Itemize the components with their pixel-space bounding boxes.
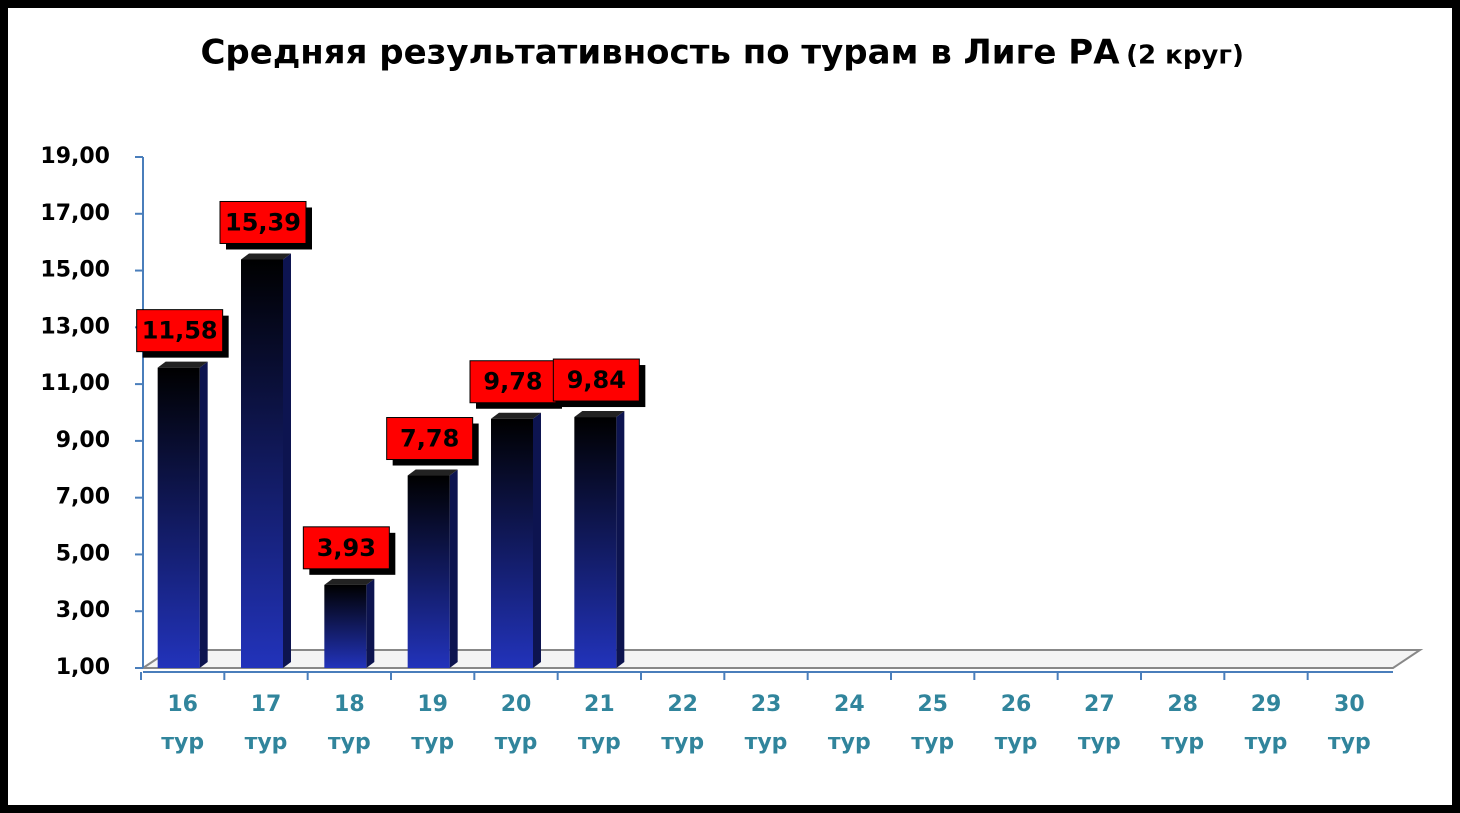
- bar-side: [533, 412, 541, 668]
- bar-top: [407, 469, 458, 476]
- bar-top: [491, 412, 541, 419]
- x-tick-label: 26 тур: [994, 692, 1038, 755]
- data-label: 9,84: [567, 366, 626, 394]
- y-tick-label: 19,00: [40, 144, 110, 169]
- x-tick-label: 16 тур: [161, 692, 205, 755]
- y-tick-label: 13,00: [40, 314, 110, 339]
- y-tick-label: 11,00: [40, 371, 110, 396]
- data-label: 9,78: [483, 368, 542, 396]
- bar-top: [241, 253, 291, 260]
- bar-top: [324, 578, 375, 585]
- y-tick-label: 5,00: [56, 541, 110, 566]
- x-tick-label: 21 тур: [577, 692, 621, 755]
- y-tick-label: 17,00: [40, 201, 110, 226]
- data-label-box: [469, 360, 557, 404]
- bar-side: [199, 361, 208, 668]
- x-tick-label: 22 тур: [661, 692, 705, 755]
- x-tick-label: 20 тур: [494, 692, 538, 755]
- chart-title: Средняя результативность по турам в Лиге…: [200, 33, 1120, 73]
- bar: [574, 417, 617, 668]
- bar: [324, 584, 367, 668]
- data-label: 3,93: [317, 534, 376, 562]
- bar-side: [616, 411, 625, 668]
- bar-side: [449, 469, 458, 668]
- x-tick-label: 23 тур: [744, 692, 788, 755]
- y-tick-label: 1,00: [56, 655, 110, 680]
- bar-top: [574, 411, 625, 418]
- bar-side: [283, 253, 291, 668]
- x-tick-label: 18 тур: [327, 692, 371, 755]
- x-tick-label: 19 тур: [411, 692, 455, 755]
- data-label: 15,39: [225, 208, 301, 236]
- x-tick-label: 30 тур: [1327, 692, 1371, 755]
- bar-top: [157, 361, 208, 368]
- bar-side: [366, 578, 375, 668]
- y-tick-label: 15,00: [40, 258, 110, 283]
- data-label-box: [219, 200, 307, 244]
- y-tick-label: 9,00: [56, 428, 110, 453]
- y-tick-label: 3,00: [56, 598, 110, 623]
- data-label-box: [552, 358, 640, 402]
- bar: [491, 418, 533, 668]
- x-tick-label: 17 тур: [244, 692, 288, 755]
- y-tick-label: 7,00: [56, 485, 110, 510]
- data-label-box: [136, 309, 224, 353]
- data-label: 7,78: [400, 425, 459, 453]
- data-label-box: [302, 526, 390, 570]
- bar: [241, 259, 283, 668]
- bar: [407, 475, 450, 668]
- x-tick-label: 24 тур: [827, 692, 871, 755]
- x-tick-label: 29 тур: [1244, 692, 1288, 755]
- x-tick-label: 25 тур: [911, 692, 955, 755]
- bar: [157, 367, 200, 668]
- chart-subtitle: (2 круг): [1126, 41, 1244, 71]
- x-tick-label: 28 тур: [1161, 692, 1205, 755]
- data-label-box: [386, 417, 474, 461]
- x-tick-label: 27 тур: [1077, 692, 1121, 755]
- data-label: 11,58: [142, 317, 218, 345]
